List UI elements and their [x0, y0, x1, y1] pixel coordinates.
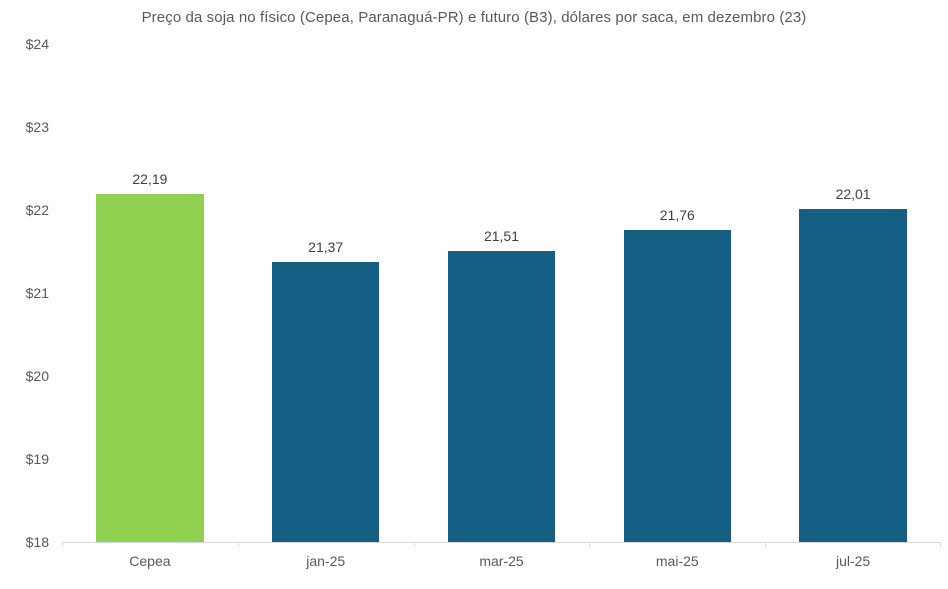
x-axis-labels: Cepea jan-25 mar-25 mai-25 jul-25: [62, 553, 941, 569]
bar-slot: 21,76: [589, 44, 765, 542]
x-axis-tick: [237, 542, 239, 547]
y-axis-tick-label: $22: [25, 202, 49, 218]
bar-value-label: 21,37: [308, 239, 344, 256]
y-axis-tick-label: $18: [25, 534, 49, 550]
x-axis-label: mai-25: [655, 553, 699, 569]
y-axis-tick-label: $23: [25, 119, 49, 135]
bar-value-label: 21,76: [659, 206, 695, 223]
bar-mai-25: [623, 229, 731, 542]
bar-slot: 22,01: [765, 44, 941, 542]
x-axis-tick: [589, 542, 591, 547]
x-axis-tick: [765, 542, 767, 547]
x-axis-label: jan-25: [306, 553, 346, 569]
bar-slot: 22,19: [62, 44, 238, 542]
y-axis-tick-label: $24: [25, 36, 49, 52]
bar-value-label: 21,51: [483, 227, 520, 244]
bar-Cepea: [96, 194, 204, 542]
bar-jul-25: [799, 209, 907, 542]
y-axis-tick-label: $20: [25, 368, 49, 384]
x-axis-label: mar-25: [479, 553, 524, 569]
x-axis-label: jul-25: [835, 553, 871, 569]
bars: 22,19 21,37 21,51 21,76 22,01: [62, 44, 941, 542]
y-axis-tick-label: $21: [25, 285, 49, 301]
y-axis-tick-label: $19: [25, 451, 49, 467]
bar-slot: 21,37: [238, 44, 414, 542]
y-axis: $18 $19 $20 $21 $22 $23 $24: [0, 36, 55, 550]
bar-value-label: 22,01: [835, 186, 871, 203]
bar-value-label: 22,19: [132, 171, 168, 188]
x-axis-tick: [62, 542, 63, 547]
chart-title: Preço da soja no físico (Cepea, Paranagu…: [141, 9, 807, 26]
bar-slot: 21,51: [414, 44, 590, 542]
x-axis-label: Cepea: [129, 553, 171, 569]
bar-mar-25: [447, 250, 556, 542]
bar-jan-25: [272, 262, 380, 542]
plot-area: 22,19 21,37 21,51 21,76 22,01: [62, 44, 941, 547]
x-axis-tick: [413, 542, 415, 547]
x-axis-tick: [940, 542, 941, 547]
